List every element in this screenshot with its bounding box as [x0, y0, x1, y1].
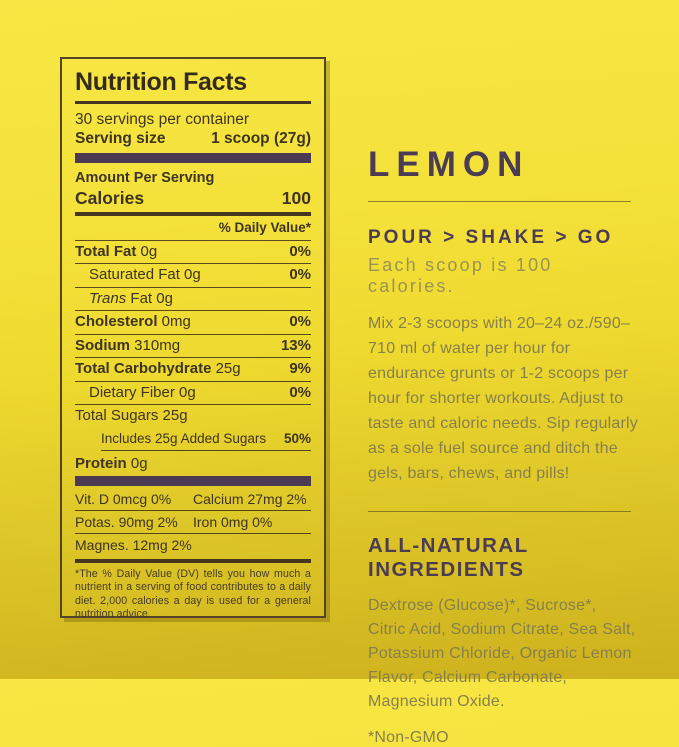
- vitamins-table: Vit. D 0mcg 0% Calcium 27mg 2% Potas. 90…: [75, 488, 311, 556]
- nutrient-name: Sodium: [75, 336, 130, 354]
- nutrient-row-saturated-fat: Saturated Fat 0g 0%: [75, 263, 311, 287]
- nutrient-amount: 25g: [211, 360, 241, 378]
- usage-instructions: Mix 2-3 scoops with 20–24 oz./590–710 ml…: [368, 314, 638, 482]
- nutrient-name: Cholesterol: [75, 313, 158, 331]
- divider: [75, 211, 311, 216]
- vitamin-row: Magnes. 12mg 2%: [75, 533, 311, 556]
- divider: [101, 450, 311, 452]
- divider: [75, 100, 311, 104]
- calories-label: Calories: [75, 187, 145, 208]
- ingredients-list: Dextrose (Glucose)*, Sucrose*, Citric Ac…: [368, 596, 636, 710]
- nutrient-row-added-sugars: Includes 25g Added Sugars 50%: [75, 428, 311, 451]
- nutrient-name: Includes 25g Added Sugars: [101, 430, 267, 446]
- calories-value: 100: [281, 187, 311, 208]
- daily-value-footnote: *The % Daily Value (DV) tells you how mu…: [75, 568, 311, 620]
- nutrient-amount: 310mg: [130, 336, 181, 354]
- nutrient-dv: 9%: [289, 360, 311, 378]
- vitamin-cell: Magnes. 12mg 2%: [75, 537, 192, 554]
- flavor-name: LEMON: [368, 145, 530, 184]
- nutrient-name: Trans: [89, 289, 127, 307]
- nutrient-amount: 0g: [136, 242, 158, 260]
- nutrient-dv: 13%: [280, 336, 311, 354]
- vitamin-cell: Calcium 27mg 2%: [193, 491, 307, 508]
- nutrient-name: Dietary Fiber: [89, 383, 175, 401]
- nutrient-dv: 0%: [289, 313, 311, 331]
- nutrient-row-trans-fat: Trans Fat 0g: [75, 286, 311, 311]
- nutrition-facts-label: Nutrition Facts 30 servings per containe…: [60, 57, 326, 620]
- nutrient-name: Saturated Fat: [89, 266, 180, 284]
- calories-per-scoop-note: Each scoop is 100 calories.: [368, 254, 553, 296]
- nutrient-dv: 0%: [289, 383, 311, 401]
- nutrient-name: Total Fat: [75, 242, 137, 260]
- nutrient-dv: 50%: [283, 430, 311, 446]
- nutrient-dv: 0%: [289, 242, 311, 260]
- serving-size-row: Serving size 1 scoop (27g): [75, 129, 311, 149]
- nutrient-row-sodium: Sodium 310mg 13%: [75, 333, 311, 358]
- thick-bar: [75, 152, 311, 163]
- tagline: POUR > SHAKE > GO: [368, 227, 614, 248]
- nutrient-amount: 0g: [179, 266, 201, 284]
- calories-row: Calories 100: [75, 187, 311, 209]
- divider: [368, 201, 631, 202]
- nutrient-amount: 0g: [174, 383, 196, 401]
- amount-per-serving-label: Amount Per Serving: [75, 169, 215, 186]
- nutrient-row-cholesterol: Cholesterol 0mg 0%: [75, 310, 311, 334]
- ingredients-heading: ALL-NATURAL INGREDIENTS: [368, 533, 529, 581]
- divider: [75, 559, 311, 564]
- vitamin-cell: Iron 0mg 0%: [193, 514, 273, 531]
- vitamin-row: Potas. 90mg 2% Iron 0mg 0%: [75, 510, 311, 533]
- serving-size-value: 1 scoop (27g): [211, 129, 311, 147]
- nutrient-row-protein: Protein 0g: [75, 451, 311, 476]
- nutrient-name: Total Carbohydrate: [75, 360, 212, 378]
- nutrient-amount: 0g: [126, 455, 148, 473]
- nutrient-dv: 0%: [289, 266, 311, 284]
- nutrient-name: Total Sugars: [75, 407, 159, 425]
- thick-bar: [75, 476, 311, 487]
- nutrient-amount: Fat 0g: [126, 289, 173, 307]
- vitamin-cell: Potas. 90mg 2%: [75, 514, 178, 531]
- vitamin-cell: Vit. D 0mcg 0%: [75, 491, 172, 508]
- vitamin-row: Vit. D 0mcg 0% Calcium 27mg 2%: [75, 488, 311, 510]
- flavor-info-panel: LEMON POUR > SHAKE > GO Each scoop is 10…: [368, 147, 638, 747]
- nutrient-amount: 25g: [158, 407, 188, 425]
- nutrient-amount: 0mg: [157, 313, 191, 331]
- nutrient-row-total-carbohydrate: Total Carbohydrate 25g 9%: [75, 357, 311, 381]
- nutrient-row-dietary-fiber: Dietary Fiber 0g 0%: [75, 380, 311, 405]
- servings-per-container: 30 servings per container: [75, 110, 250, 128]
- nutrient-name: Protein: [75, 455, 127, 473]
- divider: [368, 510, 631, 512]
- nutrient-row-total-fat: Total Fat 0g 0%: [75, 239, 311, 264]
- nutrition-facts-title: Nutrition Facts: [75, 68, 247, 96]
- non-gmo-note: *Non-GMO: [368, 728, 449, 746]
- serving-size-label: Serving size: [75, 129, 166, 147]
- daily-value-header: % Daily Value*: [218, 219, 311, 235]
- nutrient-row-total-sugars: Total Sugars 25g: [75, 404, 311, 428]
